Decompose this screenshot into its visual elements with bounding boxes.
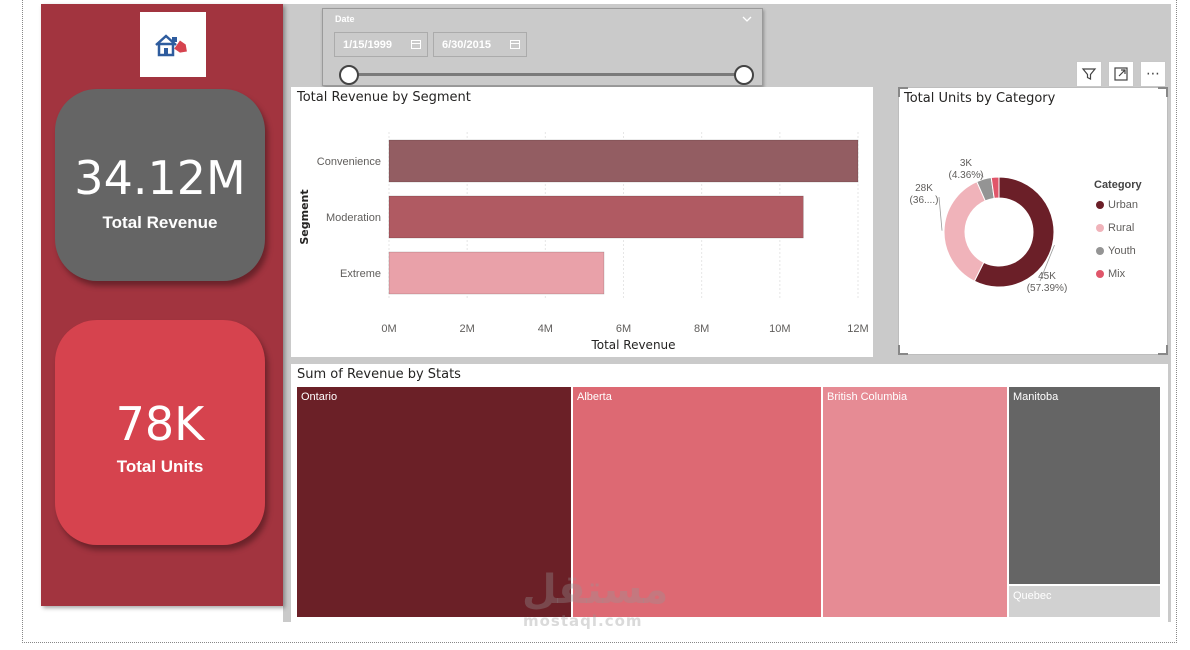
x-tick-label: 10M (769, 323, 790, 335)
end-date-value: 6/30/2015 (442, 39, 491, 51)
treemap-label: Manitoba (1013, 391, 1059, 403)
treemap-panel[interactable]: Sum of Revenue by Stats Ontario Alberta Br… (291, 364, 1168, 622)
legend-marker (1096, 247, 1104, 255)
start-date-value: 1/15/1999 (343, 39, 392, 51)
kpi-card-total-units[interactable]: 78K Total Units (55, 320, 265, 545)
filter-icon (1081, 68, 1097, 80)
legend-marker (1096, 224, 1104, 232)
selection-handle[interactable] (1158, 87, 1168, 97)
chevron-down-icon[interactable] (742, 15, 752, 23)
donut-slice (973, 176, 1055, 288)
calendar-icon[interactable] (510, 40, 520, 49)
treemap-cell[interactable]: British Columbia (822, 386, 1008, 618)
legend-label: Mix (1108, 268, 1126, 280)
date-slicer[interactable]: Date 1/15/1999 6/30/2015 (322, 8, 763, 86)
treemap-cell[interactable]: Manitoba (1008, 386, 1161, 585)
report-frame (22, 0, 1177, 643)
treemap-cell[interactable]: Ontario (296, 386, 572, 618)
bar-chart-panel[interactable]: Total Revenue by Segment 0M 2M 4M 6M 8M 10M 12… (291, 87, 873, 357)
leader-line (978, 172, 984, 178)
watermark-arabic: مستقل (522, 567, 669, 613)
x-tick-label: 4M (538, 323, 553, 335)
kpi-card-total-revenue[interactable]: 34.12M Total Revenue (55, 89, 265, 281)
treemap-label: Ontario (301, 391, 338, 403)
calendar-icon[interactable] (411, 40, 421, 49)
x-tick-label: 12M (847, 323, 868, 335)
more-options-icon: ⋯ (1146, 66, 1160, 82)
slicer-title: Date (335, 14, 355, 24)
x-tick-label: 8M (694, 323, 709, 335)
filter-button[interactable] (1076, 61, 1102, 87)
kpi-value: 78K (115, 397, 205, 451)
selection-handle[interactable] (898, 345, 908, 355)
data-label-percent: (36....) (910, 195, 939, 206)
more-options-button[interactable]: ⋯ (1140, 61, 1166, 87)
legend-title: Category (1094, 179, 1142, 191)
treemap-cell[interactable]: Quebec (1008, 585, 1161, 618)
leader-line (1039, 244, 1055, 282)
data-label-value: 3K (960, 158, 973, 169)
treemap-label: Alberta (577, 391, 612, 403)
y-axis-label: Segment (298, 189, 311, 244)
focus-mode-button[interactable] (1108, 61, 1134, 87)
selection-handle[interactable] (898, 87, 908, 97)
bar-chart-title: Total Revenue by Segment (297, 90, 471, 105)
legend-label: Urban (1108, 199, 1138, 211)
data-label-percent: (4.36%) (948, 170, 983, 181)
house-tag-icon (155, 34, 187, 57)
legend-marker (1096, 201, 1104, 209)
x-tick-label: 6M (616, 323, 631, 335)
date-range-track[interactable] (349, 73, 745, 76)
x-tick-label: 2M (460, 323, 475, 335)
donut-slice (990, 176, 1000, 199)
legend-item[interactable]: Urban (1096, 199, 1138, 211)
y-tick-label: Convenience (317, 156, 381, 168)
end-date-input[interactable]: 6/30/2015 (433, 32, 527, 57)
treemap-label: Quebec (1013, 590, 1052, 602)
focus-mode-icon (1114, 67, 1128, 81)
bar (388, 139, 859, 183)
kpi-value: 34.12M (74, 151, 246, 205)
watermark-latin: mostaql.com (523, 612, 643, 630)
y-tick-label: Extreme (340, 268, 381, 280)
x-axis-label: Total Revenue (590, 338, 675, 352)
y-tick-label: Moderation (326, 212, 381, 224)
legend-item[interactable]: Rural (1096, 222, 1134, 234)
treemap-label: British Columbia (827, 391, 908, 403)
end-date-handle[interactable] (734, 65, 754, 85)
legend-label: Youth (1108, 245, 1136, 257)
legend-item[interactable]: Youth (1096, 245, 1136, 257)
selection-handle[interactable] (1158, 345, 1168, 355)
logo (140, 12, 206, 77)
bar-chart: 0M 2M 4M 6M 8M 10M 12M Convenience Moderation Ext… (298, 132, 869, 352)
legend-item[interactable]: Mix (1096, 268, 1125, 280)
donut-chart-title: Total Units by Category (904, 91, 1056, 106)
data-label-percent: (57.39%) (1027, 283, 1068, 294)
bar (388, 195, 804, 239)
legend-marker (1096, 270, 1104, 278)
data-label-value: 28K (915, 183, 933, 194)
start-date-input[interactable]: 1/15/1999 (334, 32, 428, 57)
treemap-cell[interactable]: Alberta (572, 386, 822, 618)
data-label-value: 45K (1038, 271, 1056, 282)
donut-chart: 45K(57.39%) 28K(36....) 3K(4.36%) (910, 158, 1068, 294)
legend-label: Rural (1108, 222, 1135, 234)
x-tick-label: 0M (381, 323, 396, 335)
start-date-handle[interactable] (339, 65, 359, 85)
kpi-label: Total Revenue (102, 213, 218, 232)
bar (388, 251, 605, 295)
kpi-label: Total Units (116, 457, 204, 476)
leader-line (938, 196, 943, 231)
donut-chart-panel[interactable]: Total Units by Category 45K (57.39%) 28K (3… (898, 87, 1168, 355)
donut-slice (943, 181, 986, 282)
treemap-title: Sum of Revenue by Stats (297, 367, 461, 382)
